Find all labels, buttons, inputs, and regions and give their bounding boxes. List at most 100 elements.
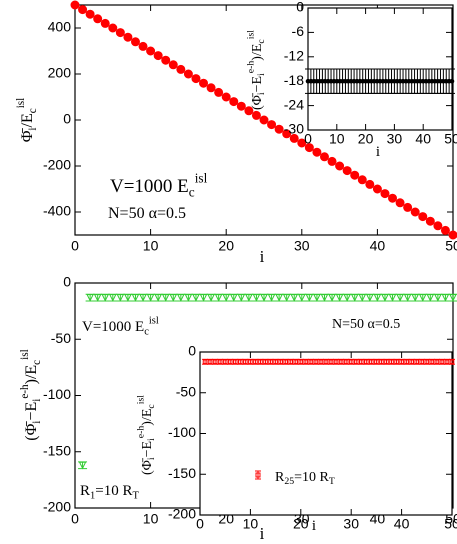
text-part: N=50 α=0.5: [108, 205, 186, 222]
y-tick-label: -100: [168, 424, 196, 440]
x-tick-label: 20: [358, 131, 374, 147]
text-part: c: [256, 39, 267, 44]
point: [410, 207, 420, 217]
point: [100, 18, 110, 28]
point: [168, 60, 178, 70]
point: [388, 294, 397, 302]
point: [101, 294, 110, 302]
text-part: V=1000 E: [82, 319, 144, 335]
point: [444, 359, 450, 365]
y-tick-label: -150: [43, 442, 71, 458]
point: [217, 359, 223, 365]
point: [335, 161, 345, 171]
point: [343, 294, 351, 302]
point: [381, 294, 389, 302]
x-tick-label: 40: [394, 516, 410, 532]
text-part: i: [376, 144, 380, 160]
y-tick-label: 200: [48, 65, 72, 81]
point: [146, 294, 155, 302]
point: [169, 294, 178, 302]
point: [214, 294, 223, 302]
point: [214, 87, 224, 97]
y-tick-label: 0: [188, 343, 196, 359]
point: [263, 359, 268, 365]
x-tick-label: 10: [329, 131, 345, 147]
x-tick-label: 20: [218, 238, 234, 254]
text-part: /E: [19, 113, 36, 127]
y-axis-label: Φ̄i/Ecisl: [14, 98, 38, 143]
point: [154, 294, 162, 302]
annotation: V=1000 Ecisl: [110, 170, 208, 199]
x-tick-label: 30: [294, 238, 310, 254]
y-axis-label: (Φ̄i−Eie-h)/Ecisl: [136, 395, 158, 475]
text-part: c: [26, 108, 38, 113]
point: [343, 359, 349, 365]
point: [369, 359, 374, 365]
legend-label: R1=10 RT: [80, 483, 139, 501]
point: [403, 202, 413, 212]
text-part: i: [256, 73, 267, 76]
point: [313, 294, 321, 302]
point: [414, 359, 420, 365]
point: [395, 198, 405, 208]
y-tick-label: -12: [284, 48, 304, 64]
plot-frame: [199, 351, 453, 516]
point: [199, 294, 208, 302]
point: [372, 184, 382, 194]
text-part: i: [312, 518, 316, 534]
point: [449, 359, 455, 365]
text-part: (Φ̄: [140, 457, 155, 475]
text-part: i: [146, 438, 157, 441]
point: [353, 359, 359, 365]
point: [124, 294, 132, 302]
point: [93, 294, 102, 302]
point: [267, 294, 276, 302]
point: [425, 216, 435, 226]
text-part: (Φ̄: [250, 92, 265, 110]
text-part: i: [30, 399, 42, 402]
plot-frame: [74, 4, 454, 236]
point: [251, 110, 261, 120]
point: [253, 359, 258, 365]
y-tick-label: -50: [51, 330, 71, 346]
x-axis-label: i: [376, 144, 380, 160]
x-tick-label: 30: [343, 516, 359, 532]
point: [434, 294, 442, 302]
point: [357, 175, 367, 185]
x-tick-label: 30: [387, 131, 403, 147]
x-tick-label: 20: [293, 516, 309, 532]
text-part: e-h: [18, 384, 30, 399]
point: [244, 106, 254, 116]
x-tick-label: 40: [415, 131, 431, 147]
x-tick-label: 50: [445, 511, 457, 527]
point: [297, 138, 307, 148]
text-part: c: [189, 185, 195, 200]
point: [394, 359, 399, 365]
text-part: Φ̄: [19, 128, 36, 143]
point: [282, 294, 291, 302]
point: [222, 294, 231, 302]
text-part: 25: [284, 476, 294, 487]
text-part: N=50 α=0.5: [332, 317, 400, 332]
point: [78, 461, 87, 470]
point: [184, 294, 193, 302]
y-tick-label: -400: [43, 203, 71, 219]
point: [146, 46, 156, 56]
point: [327, 156, 337, 166]
point: [278, 359, 283, 365]
y-tick-label: -200: [43, 157, 71, 173]
point: [319, 152, 329, 162]
point: [229, 294, 238, 302]
point: [108, 23, 118, 33]
text-part: R: [80, 483, 90, 499]
point: [232, 359, 238, 365]
point: [282, 129, 292, 139]
point: [275, 294, 283, 302]
point: [252, 294, 261, 302]
text-part: i: [30, 421, 42, 424]
point: [318, 359, 324, 365]
point: [70, 0, 80, 10]
text-part: i: [260, 247, 265, 266]
point: [207, 294, 215, 302]
y-tick-label: -200: [43, 499, 71, 515]
